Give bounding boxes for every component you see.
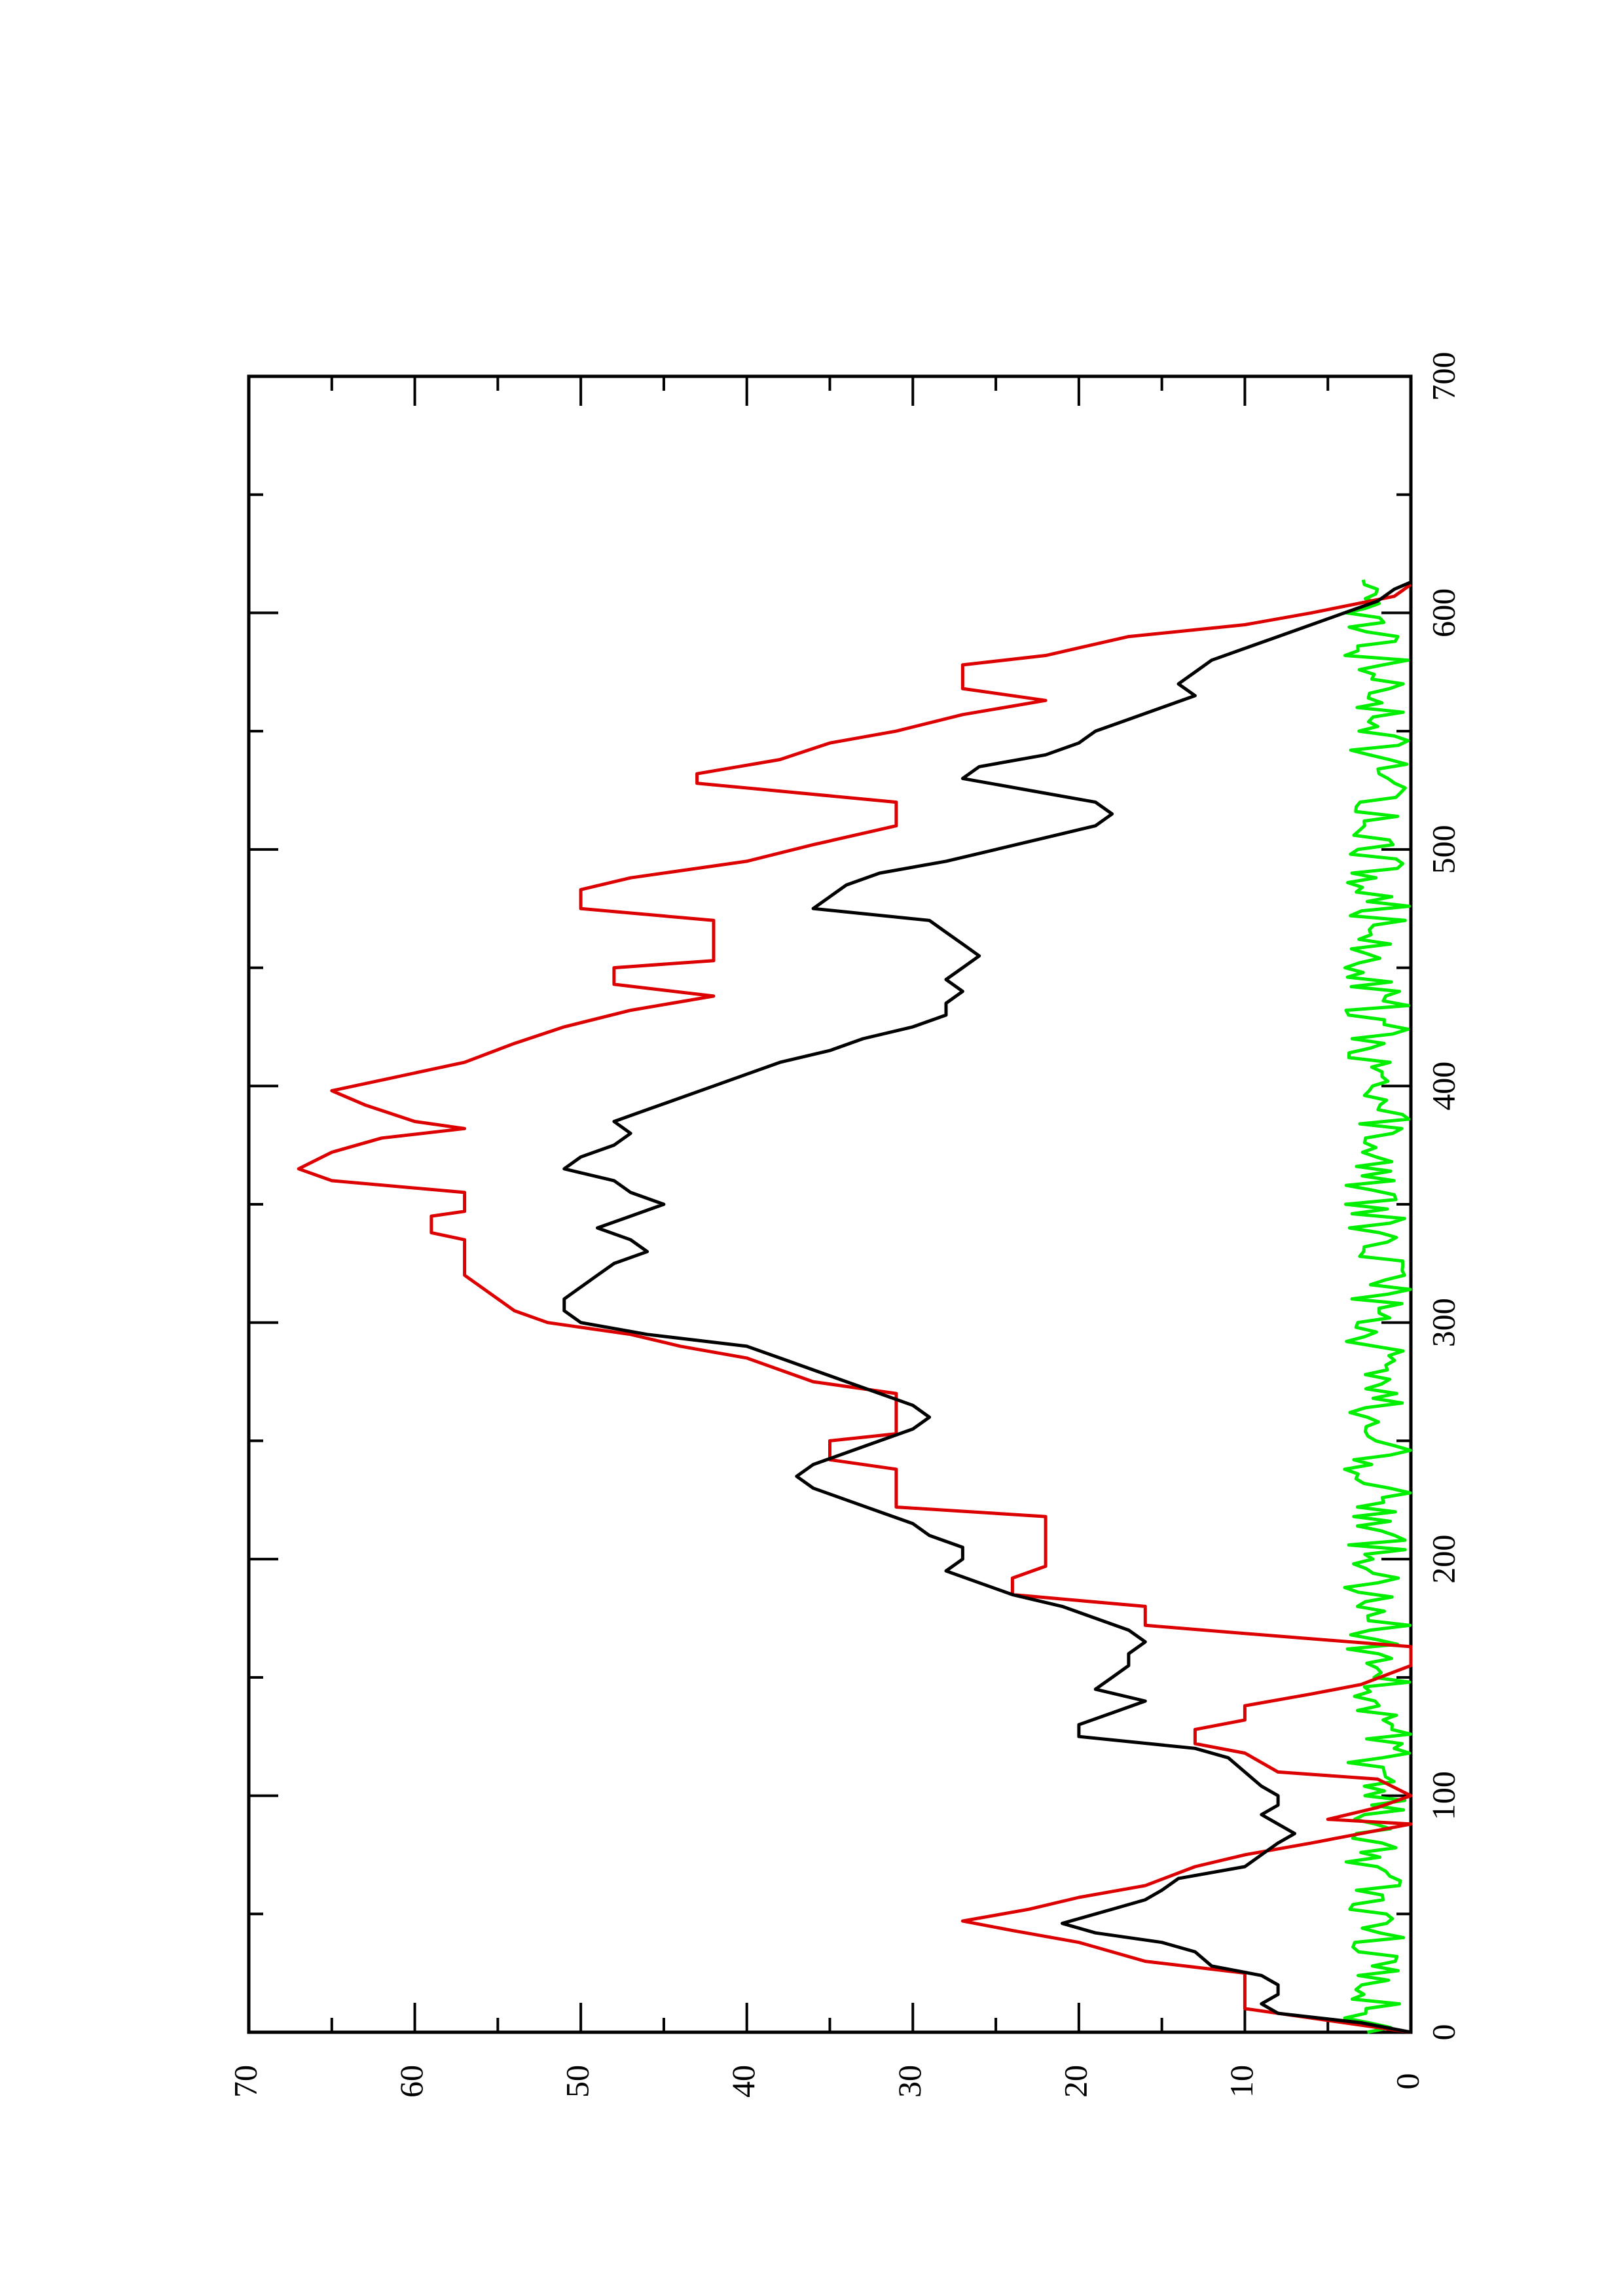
x-tick-label: 600 — [1425, 588, 1461, 637]
y-tick-label: 70 — [227, 2065, 263, 2098]
x-tick-label: 500 — [1425, 825, 1461, 874]
axis-tick-labels: 0 100 200 300 400 500 600 700 0 10 20 30 40 50 60 70 — [227, 352, 1461, 2098]
x-tick-label: 300 — [1425, 1298, 1461, 1347]
x-tick-label: 200 — [1425, 1535, 1461, 1584]
y-tick-label: 30 — [891, 2065, 928, 2098]
axis-ticks — [247, 375, 1412, 2034]
y-tick-label: 50 — [559, 2065, 596, 2098]
y-tick-label: 60 — [393, 2065, 429, 2098]
x-tick-label: 0 — [1425, 2024, 1461, 2041]
y-tick-label: 40 — [725, 2065, 761, 2098]
x-tick-label: 400 — [1425, 1062, 1461, 1111]
y-tick-label: 0 — [1389, 2073, 1425, 2090]
series-line-1 — [562, 581, 1412, 2034]
y-tick-label: 20 — [1057, 2065, 1093, 2098]
series-line-0 — [297, 583, 1413, 2034]
y-tick-label: 10 — [1223, 2065, 1260, 2098]
x-tick-label: 700 — [1425, 352, 1461, 401]
series-layer — [297, 579, 1413, 2034]
series-line-2 — [1343, 579, 1412, 2034]
x-tick-label: 100 — [1425, 1771, 1461, 1820]
